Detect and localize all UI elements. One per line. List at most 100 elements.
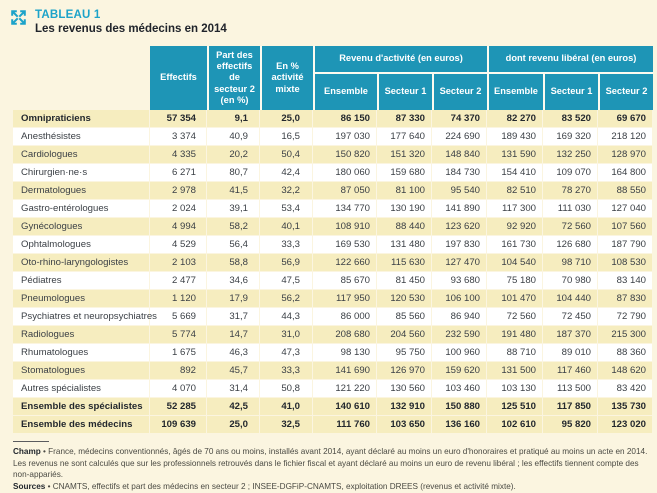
value-cell: 93 680 [432,272,487,290]
sub-header-secteur2: Secteur 2 [432,74,487,110]
value-cell: 33,3 [260,362,313,380]
row-label: Stomatologues [13,362,150,380]
value-cell: 103 650 [377,416,432,434]
col-header-activite-mixte: En % activité mixte [260,46,313,110]
value-cell: 47,3 [260,344,313,362]
value-cell: 169 530 [313,236,377,254]
value-cell: 4 335 [150,146,207,164]
value-cell: 117 850 [543,398,598,416]
sub-header-ensemble: Ensemble [487,74,543,110]
value-cell: 141 890 [432,200,487,218]
value-cell: 130 190 [377,200,432,218]
value-cell: 72 450 [543,308,598,326]
row-label: Omnipraticiens [13,110,150,128]
value-cell: 131 480 [377,236,432,254]
value-cell: 74 370 [432,110,487,128]
value-cell: 56,9 [260,254,313,272]
row-label: Oto-rhino-laryngologistes [13,254,150,272]
value-cell: 108 910 [313,218,377,236]
value-cell: 161 730 [487,236,543,254]
value-cell: 41,5 [207,182,260,200]
value-cell: 57 354 [150,110,207,128]
table-row: Dermatologues 2 978 41,5 32,2 87 050 81 100 95… [13,182,653,200]
table-row: Chirurgien·ne·s 6 271 80,7 42,4 180 060 159 6… [13,164,653,182]
footnotes: Champ • France, médecins conventionnés, … [13,446,649,493]
value-cell: 47,5 [260,272,313,290]
value-cell: 100 960 [432,344,487,362]
value-cell: 4 529 [150,236,207,254]
value-cell: 41,0 [260,398,313,416]
value-cell: 78 270 [543,182,598,200]
value-cell: 106 100 [432,290,487,308]
value-cell: 189 430 [487,128,543,146]
value-cell: 50,8 [260,380,313,398]
value-cell: 42,4 [260,164,313,182]
value-cell: 102 610 [487,416,543,434]
champ-text: • France, médecins conventionnés, âgés d… [43,447,648,456]
footnote-champ: Champ • France, médecins conventionnés, … [13,446,649,458]
sources-text: • CNAMTS, effectifs et part des médecins… [47,481,516,491]
title-texts: TABLEAU 1 Les revenus des médecins en 20… [35,9,227,35]
empty-corner-cell [13,46,150,110]
row-label: Ophtalmologues [13,236,150,254]
value-cell: 44,3 [260,308,313,326]
value-cell: 58,2 [207,218,260,236]
value-cell: 56,2 [260,290,313,308]
sub-header-secteur2: Secteur 2 [598,74,653,110]
col-header-effectifs: Effectifs [150,46,207,110]
value-cell: 87 830 [598,290,653,308]
value-cell: 111 760 [313,416,377,434]
row-label: Radiologues [13,326,150,344]
value-cell: 9,1 [207,110,260,128]
value-cell: 58,8 [207,254,260,272]
value-cell: 2 103 [150,254,207,272]
group-header-revenu-liberal: dont revenu libéral (en euros) [487,46,653,74]
value-cell: 121 220 [313,380,377,398]
value-cell: 123 620 [432,218,487,236]
value-cell: 6 271 [150,164,207,182]
table-row: Ophtalmologues 4 529 56,4 33,3 169 530 131 48… [13,236,653,254]
value-cell: 4 070 [150,380,207,398]
value-cell: 169 320 [543,128,598,146]
value-cell: 86 940 [432,308,487,326]
col-header-part-secteur2: Part des effectifs de secteur 2 (en %) [207,46,260,110]
value-cell: 131 500 [487,362,543,380]
value-cell: 125 510 [487,398,543,416]
row-label: Gastro-entérologues [13,200,150,218]
value-cell: 197 030 [313,128,377,146]
value-cell: 53,4 [260,200,313,218]
value-cell: 5 774 [150,326,207,344]
value-cell: 86 000 [313,308,377,326]
value-cell: 122 660 [313,254,377,272]
value-cell: 87 050 [313,182,377,200]
value-cell: 4 994 [150,218,207,236]
table-header-block: TABLEAU 1 Les revenus des médecins en 20… [0,0,657,35]
value-cell: 72 790 [598,308,653,326]
value-cell: 232 590 [432,326,487,344]
table-row: Pneumologues 1 120 17,9 56,2 117 950 120 530 1… [13,290,653,308]
sub-header-ensemble: Ensemble [313,74,377,110]
expand-arrows-icon[interactable] [10,9,27,26]
value-cell: 46,3 [207,344,260,362]
table-row: Psychiatres et neuropsychiatres 5 669 31,7… [13,308,653,326]
value-cell: 2 477 [150,272,207,290]
value-cell: 14,7 [207,326,260,344]
value-cell: 32,2 [260,182,313,200]
value-cell: 25,0 [207,416,260,434]
table-row: Pédiatres 2 477 34,6 47,5 85 670 81 450 93 680… [13,272,653,290]
value-cell: 3 374 [150,128,207,146]
row-label: Gynécologues [13,218,150,236]
table-row: Rhumatologues 1 675 46,3 47,3 98 130 95 750 10… [13,344,653,362]
value-cell: 81 450 [377,272,432,290]
group-header-revenu-activite: Revenu d'activité (en euros) [313,46,487,74]
value-cell: 109 070 [543,164,598,182]
footnote-note: Les revenus ne sont calculés que sur les… [13,458,639,480]
value-cell: 17,9 [207,290,260,308]
value-cell: 83 520 [543,110,598,128]
value-cell: 148 620 [598,362,653,380]
value-cell: 95 540 [432,182,487,200]
row-label: Psychiatres et neuropsychiatres [13,308,157,326]
table-row: Oto-rhino-laryngologistes 2 103 58,8 56,9 12… [13,254,653,272]
value-cell: 72 560 [487,308,543,326]
row-label: Dermatologues [13,182,150,200]
